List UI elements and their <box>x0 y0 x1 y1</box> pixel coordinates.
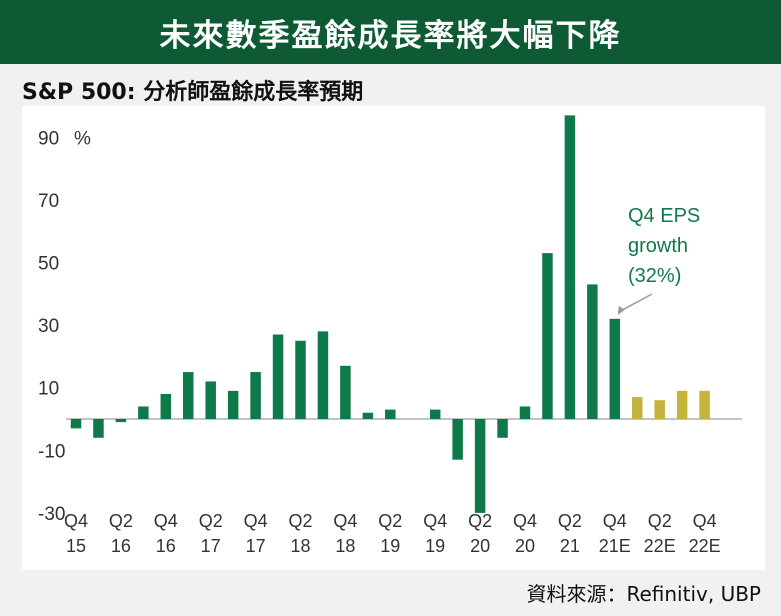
x-tick-quarter: Q2 <box>109 511 133 531</box>
y-tick-label: -30 <box>38 504 65 525</box>
estimate-bar <box>676 390 688 419</box>
x-tick-quarter: Q2 <box>648 511 672 531</box>
actual-bar <box>385 409 396 419</box>
actual-bar <box>340 365 351 419</box>
y-tick-label: 10 <box>38 379 59 400</box>
x-tick-quarter: Q2 <box>288 511 312 531</box>
actual-bar <box>429 409 441 419</box>
actual-bar <box>497 419 508 438</box>
estimate-bar <box>632 397 643 419</box>
x-tick-year: 18 <box>290 536 310 556</box>
y-tick-label: 70 <box>38 191 59 212</box>
x-tick-quarter: Q4 <box>423 511 447 531</box>
actual-bar <box>295 340 306 419</box>
source-note: 資料來源：Refinitiv, UBP <box>526 582 761 606</box>
actual-bar <box>519 406 531 419</box>
x-tick-year: 19 <box>425 536 445 556</box>
actual-bar <box>542 253 553 419</box>
y-tick-label: 50 <box>38 254 59 275</box>
page-title: 未來數季盈餘成長率將大幅下降 <box>159 17 622 54</box>
x-tick-year: 21E <box>599 536 631 556</box>
subtitle-prefix: S&P 500: <box>22 80 136 105</box>
x-tick-quarter: Q4 <box>693 511 717 531</box>
y-tick-label: -10 <box>38 441 65 462</box>
x-tick-quarter: Q2 <box>199 511 223 531</box>
x-tick-year: 21 <box>560 536 580 556</box>
actual-bar <box>272 334 284 419</box>
chart-panel: 90 70 50 30 10 -10 -30% Q4 15 Q2 16 Q4 16 Q2 17 Q4 17 Q2 1… <box>22 106 765 570</box>
x-tick-year: 20 <box>515 536 535 556</box>
title-banner: 未來數季盈餘成長率將大幅下降 <box>0 0 781 64</box>
y-unit-label: % <box>74 128 91 149</box>
x-tick-quarter: Q4 <box>333 511 357 531</box>
actual-bar <box>205 381 216 419</box>
annotation-arrow-head <box>617 305 625 315</box>
actual-bar <box>609 318 621 419</box>
x-tick-quarter: Q2 <box>378 511 402 531</box>
actual-bar <box>250 372 261 419</box>
actual-bar <box>587 284 598 419</box>
x-tick-year: 17 <box>201 536 221 556</box>
actual-bar <box>138 406 149 419</box>
annotation-text: Q4 EPS <box>628 205 700 227</box>
actual-bar <box>452 419 463 460</box>
x-tick-year: 18 <box>335 536 355 556</box>
x-tick-quarter: Q2 <box>558 511 582 531</box>
x-tick-year: 19 <box>380 536 400 556</box>
x-tick-year: 20 <box>470 536 490 556</box>
estimate-bar <box>699 390 710 419</box>
x-tick-quarter: Q4 <box>244 511 268 531</box>
actual-bar <box>93 419 104 438</box>
actual-bar <box>70 419 82 429</box>
x-tick-year: 22E <box>689 536 721 556</box>
actual-bar <box>564 115 576 419</box>
x-tick-quarter: Q4 <box>603 511 627 531</box>
x-tick-quarter: Q2 <box>468 511 492 531</box>
subtitle-text: 分析師盈餘成長率預期 <box>135 80 364 105</box>
x-tick-year: 22E <box>644 536 676 556</box>
x-tick-quarter: Q4 <box>64 511 88 531</box>
actual-bar <box>115 419 127 423</box>
annotation-text: growth <box>628 235 688 257</box>
actual-bar <box>317 331 329 419</box>
x-tick-quarter: Q4 <box>154 511 178 531</box>
x-tick-year: 16 <box>111 536 131 556</box>
annotation-arrow-line <box>620 293 653 312</box>
actual-bar <box>160 393 172 419</box>
estimate-bar <box>654 400 665 419</box>
x-tick-year: 17 <box>246 536 266 556</box>
annotation-text: (32%) <box>628 265 681 287</box>
x-tick-year: 16 <box>156 536 176 556</box>
chart-subtitle: S&P 500: 分析師盈餘成長率預期 <box>22 74 363 106</box>
bar-chart: 90 70 50 30 10 -10 -30% Q4 15 Q2 16 Q4 16 Q2 17 Q4 17 Q2 1… <box>38 115 742 556</box>
actual-bar <box>227 390 239 419</box>
actual-bar <box>183 372 194 419</box>
actual-bar <box>474 419 486 513</box>
x-tick-year: 15 <box>66 536 86 556</box>
x-tick-quarter: Q4 <box>513 511 537 531</box>
actual-bar <box>362 412 374 419</box>
y-tick-label: 90 <box>38 128 59 149</box>
y-tick-label: 30 <box>38 316 59 337</box>
